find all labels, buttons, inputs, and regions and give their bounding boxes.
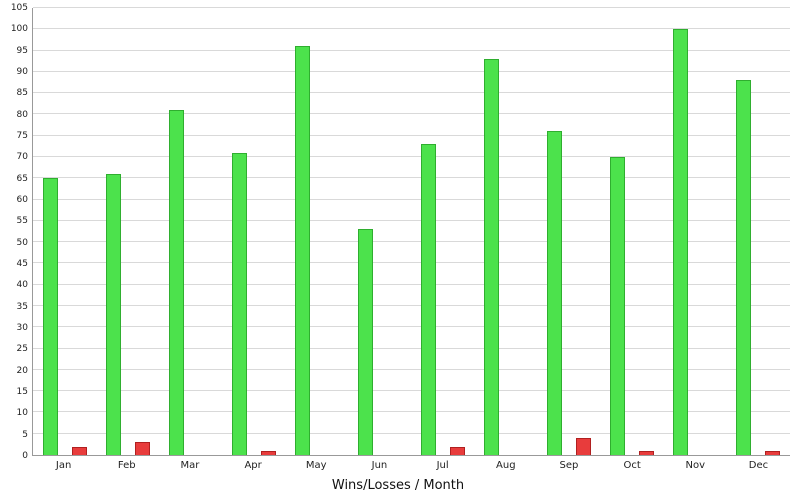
y-axis: 0 5 10 15 20 25 30 35 40 45 50 55 60 65 70 75 80 85 90 95 10… [6,3,32,461]
y-tick-label: 90 [16,67,28,77]
bar-wins-jul [421,144,436,455]
gridline [33,347,790,349]
y-tick-label: 15 [16,387,28,398]
bar-losses-apr [260,450,276,455]
y-tick-label: 80 [16,109,28,120]
gridline [33,390,790,392]
x-tick-label-mar: Mar [180,459,200,471]
gridline [33,7,790,8]
gridline [33,113,790,115]
x-tick-label-apr: Apr [244,459,262,471]
bar-wins-may [294,46,310,455]
month-slot-jun [348,8,411,455]
gridline [33,368,790,370]
month-slot-sep [538,8,601,455]
month-slot-may [285,8,348,455]
y-tick-label: 85 [16,88,28,99]
y-tick-label: 65 [16,173,28,184]
bar-slots [33,8,790,455]
bar-losses-jan [71,446,87,455]
gridline [33,305,790,307]
x-tick-label-jan: Jan [55,459,72,471]
gridline [33,262,790,264]
bar-wins-nov [673,29,689,455]
x-tick-label-oct: Oct [623,459,641,471]
bar-losses-sep [576,437,592,455]
chart-title: Wins/Losses / Month [331,478,465,493]
y-tick-label: 105 [10,3,28,13]
gridline [33,432,790,434]
x-tick-label-sep: Sep [559,459,579,471]
gridline [33,198,790,200]
bar-wins-apr [231,152,247,455]
bar-losses-oct [639,450,655,455]
bar-wins-mar [168,110,184,455]
x-tick-label-may: May [305,459,327,471]
gridline [33,49,790,51]
month-slot-jan [33,8,96,455]
month-slot-nov [664,8,727,455]
x-tick-label-feb: Feb [117,459,136,471]
x-tick-label-jun: Jun [371,459,388,471]
y-tick-label: 0 [22,451,28,461]
month-slot-jul [411,8,474,455]
y-tick-label: 45 [16,259,28,269]
x-tick-label-dec: Dec [748,459,769,471]
bar-wins-oct [610,157,626,455]
y-tick-label: 75 [16,131,28,141]
y-tick-label: 55 [16,216,28,227]
y-tick-label: 35 [16,301,28,312]
month-slot-dec [727,8,790,455]
month-slot-apr [222,8,285,455]
gridline [33,28,790,30]
y-tick-label: 10 [16,408,28,419]
month-slot-feb [96,8,159,455]
bar-wins-jun [357,229,373,455]
bar-wins-feb [105,174,121,455]
bar-losses-dec [765,450,781,455]
y-tick-label: 5 [22,429,28,440]
y-tick-label: 20 [16,365,28,376]
month-slot-oct [601,8,664,455]
y-tick-label: 100 [10,24,28,35]
bar-wins-jan [42,178,58,455]
gridline [33,177,790,179]
gridline [33,92,790,94]
gridline [33,326,790,328]
bar-wins-sep [547,131,563,455]
y-tick-label: 60 [16,195,28,206]
bar-losses-feb [134,442,150,455]
bar-losses-jul [450,446,465,455]
month-slot-aug [475,8,538,455]
gridline [33,241,790,243]
plot-area [32,7,790,456]
gridline [33,134,790,136]
x-tick-label-aug: Aug [496,459,516,471]
x-tick-label-nov: Nov [685,459,706,471]
gridline [33,283,790,285]
y-tick-label: 30 [16,323,28,334]
y-tick-label: 40 [16,280,28,291]
gridline [33,156,790,158]
y-tick-label: 25 [16,344,28,355]
x-axis: Jan Feb Mar Apr May Jun Jul Aug Sep Oct Nov Dec [32,456,790,474]
chart-main: 0 5 10 15 20 25 30 35 40 45 50 55 60 65 70 75 80 85 90 95 10… [6,3,790,461]
gridline [33,70,790,72]
y-tick-label: 70 [16,152,28,163]
bar-wins-aug [484,59,500,455]
gridline [33,219,790,221]
bar-wins-dec [736,80,752,455]
gridline [33,411,790,413]
x-tick-label-jul: Jul [436,459,449,471]
month-slot-mar [159,8,222,455]
y-tick-label: 95 [16,45,28,56]
chart-container: 0 5 10 15 20 25 30 35 40 45 50 55 60 65 70 75 80 85 90 95 10… [6,3,790,500]
y-tick-label: 50 [16,237,28,248]
